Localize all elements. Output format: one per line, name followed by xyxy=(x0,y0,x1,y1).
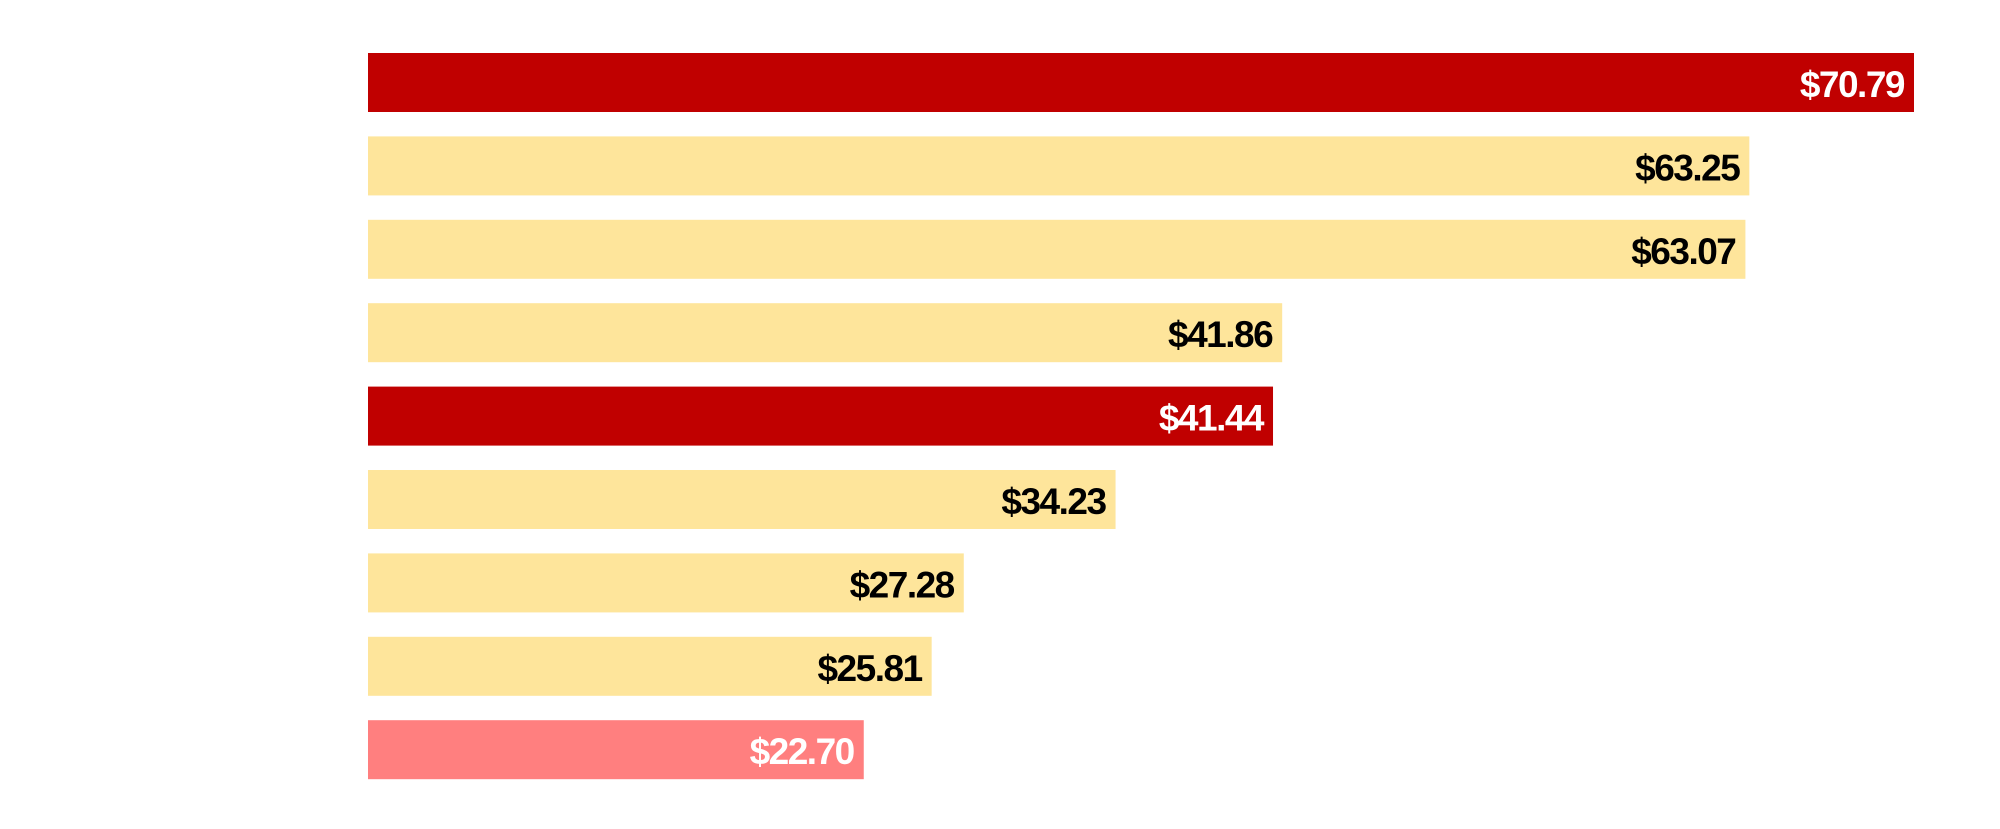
bar xyxy=(368,53,1914,112)
bar xyxy=(368,636,932,696)
value-label: $63.07 xyxy=(1631,231,1735,272)
value-label: $27.28 xyxy=(850,564,955,605)
value-label: $34.23 xyxy=(1001,481,1106,522)
value-label: $70.79 xyxy=(1800,64,1905,105)
bar xyxy=(368,720,864,780)
bar xyxy=(368,303,1283,363)
value-label: $22.70 xyxy=(750,731,855,772)
value-label: $41.86 xyxy=(1168,314,1273,355)
bar xyxy=(368,470,1116,529)
bar xyxy=(368,219,1746,279)
bar xyxy=(368,386,1274,446)
value-label: $63.25 xyxy=(1635,147,1740,188)
bar xyxy=(368,553,964,613)
bar xyxy=(368,136,1750,196)
value-label: $41.44 xyxy=(1159,398,1265,439)
value-label: $25.81 xyxy=(817,648,922,689)
